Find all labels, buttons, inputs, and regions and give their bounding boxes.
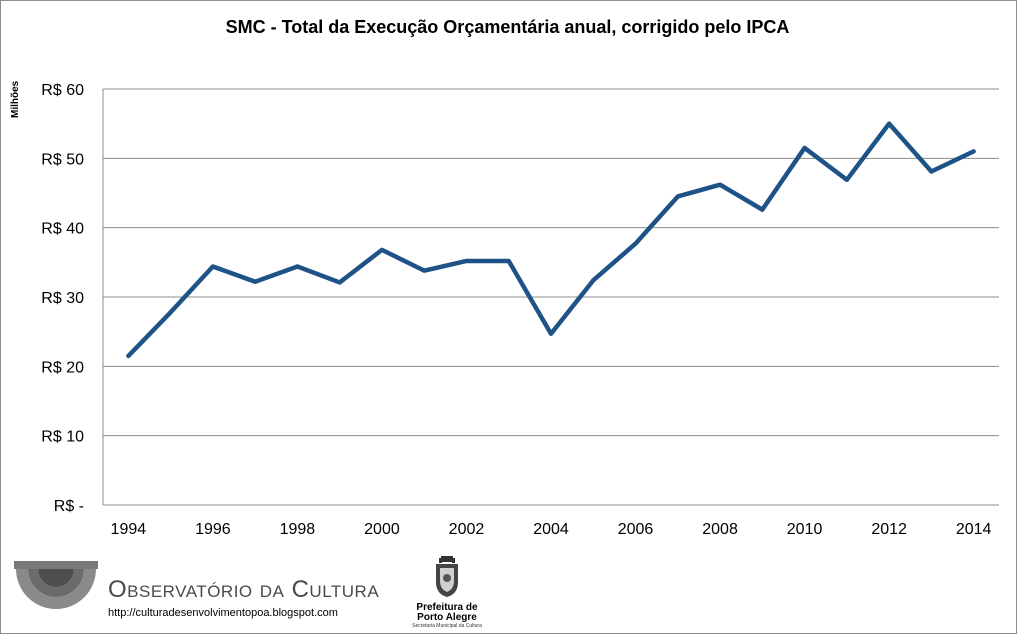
y-tick-label: R$ 50 bbox=[41, 151, 84, 168]
x-tick-label: 1998 bbox=[280, 521, 316, 538]
x-tick-label: 2010 bbox=[787, 521, 823, 538]
x-tick-label: 2002 bbox=[449, 521, 485, 538]
y-tick-labels: R$ - R$ 10 R$ 20 R$ 30 R$ 40 R$ 50 R$ 60 bbox=[41, 82, 84, 515]
prefeitura-line1: Prefeitura de bbox=[416, 602, 478, 613]
series-line bbox=[126, 121, 976, 359]
x-tick-label: 2000 bbox=[364, 521, 400, 538]
y-tick-label: R$ 10 bbox=[41, 429, 84, 446]
observatorio-logo bbox=[14, 561, 98, 609]
grid-lines bbox=[103, 88, 999, 437]
x-tick-labels: 1994 1996 1998 2000 2002 2004 2006 2008 2010 2012… bbox=[111, 521, 992, 538]
x-tick-label: 1994 bbox=[111, 521, 147, 538]
observatorio-name: Observatório da Cultura bbox=[108, 576, 380, 603]
y-tick-label: R$ - bbox=[54, 498, 84, 515]
series-lines bbox=[126, 121, 976, 359]
observatorio-url[interactable]: http://culturadesenvolvimentopoa.blogspo… bbox=[108, 607, 338, 619]
x-tick-label: 1996 bbox=[195, 521, 231, 538]
y-tick-label: R$ 40 bbox=[41, 221, 84, 238]
prefeitura-logo: Prefeitura de Porto Alegre Secretaria Mu… bbox=[411, 556, 483, 629]
axes bbox=[102, 89, 999, 506]
chart-title: SMC - Total da Execução Orçamentária anu… bbox=[225, 17, 790, 37]
y-tick-label: R$ 60 bbox=[41, 82, 84, 99]
prefeitura-line2: Porto Alegre bbox=[417, 612, 477, 623]
x-tick-label: 2012 bbox=[871, 521, 907, 538]
coat-of-arms-icon bbox=[436, 556, 458, 597]
x-tick-label: 2006 bbox=[618, 521, 654, 538]
x-tick-label: 2004 bbox=[533, 521, 569, 538]
y-tick-label: R$ 30 bbox=[41, 290, 84, 307]
x-tick-label: 2008 bbox=[702, 521, 738, 538]
x-tick-label: 2014 bbox=[956, 521, 992, 538]
y-tick-label: R$ 20 bbox=[41, 359, 84, 376]
prefeitura-sub: Secretaria Municipal da Cultura bbox=[412, 623, 482, 629]
